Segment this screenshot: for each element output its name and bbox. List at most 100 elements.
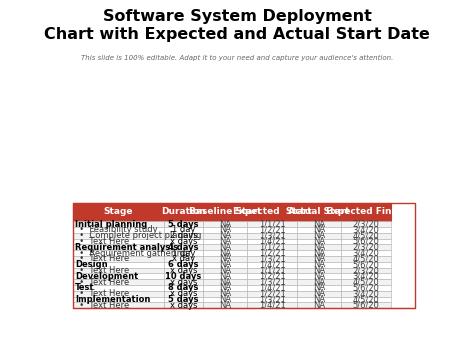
Bar [247, 250, 297, 256]
Text: •  Text Here: • Text Here [74, 266, 129, 275]
Bar [73, 221, 164, 227]
Text: 3/4/20: 3/4/20 [353, 248, 380, 258]
Text: NA: NA [219, 278, 231, 286]
Text: 3/4/20: 3/4/20 [353, 289, 380, 298]
Bar [341, 221, 391, 227]
Text: This slide is 100% editable. Adapt it to your need and capture your audience's a: This slide is 100% editable. Adapt it to… [81, 55, 393, 61]
Bar [203, 291, 247, 297]
Bar [297, 297, 341, 302]
Text: x days: x days [170, 266, 197, 275]
Text: Baseline Start: Baseline Start [189, 207, 262, 216]
Text: 1/2/21: 1/2/21 [259, 248, 286, 258]
Bar [164, 285, 203, 291]
Text: NA: NA [219, 225, 231, 234]
Text: NA: NA [219, 289, 231, 298]
Text: NA: NA [313, 231, 325, 240]
Text: NA: NA [313, 278, 325, 286]
Bar [341, 285, 391, 291]
Text: NA: NA [219, 272, 231, 281]
Text: 1 day: 1 day [172, 225, 195, 234]
Bar [203, 244, 247, 250]
Bar [247, 279, 297, 285]
Text: 1/3/21: 1/3/21 [259, 278, 286, 286]
Text: 5/6/20: 5/6/20 [353, 283, 380, 293]
Bar [341, 302, 391, 308]
Bar [341, 244, 391, 250]
Bar [341, 250, 391, 256]
Bar [164, 202, 203, 221]
Text: Stage: Stage [104, 207, 133, 216]
Text: 3/4/20: 3/4/20 [353, 225, 380, 234]
Bar [297, 202, 341, 221]
Bar [203, 302, 247, 308]
Bar [341, 227, 391, 233]
Text: Development: Development [75, 272, 138, 281]
Text: 1 day: 1 day [172, 248, 195, 258]
Bar [297, 279, 341, 285]
Bar [203, 227, 247, 233]
Text: x days: x days [170, 278, 197, 286]
Text: NA: NA [219, 248, 231, 258]
Text: NA: NA [219, 266, 231, 275]
Text: •  Text Here: • Text Here [74, 255, 129, 263]
Text: NA: NA [219, 301, 231, 310]
Bar [164, 279, 203, 285]
Bar [73, 250, 164, 256]
Bar [164, 273, 203, 279]
Bar [297, 256, 341, 262]
Text: 1/1/21: 1/1/21 [259, 266, 286, 275]
Bar [164, 256, 203, 262]
Text: NA: NA [219, 219, 231, 229]
Bar [203, 250, 247, 256]
Text: 1/3/21: 1/3/21 [259, 295, 286, 304]
Bar [73, 244, 164, 250]
Bar [297, 244, 341, 250]
Bar [203, 273, 247, 279]
Bar [73, 285, 164, 291]
Bar [247, 291, 297, 297]
Bar [297, 285, 341, 291]
Text: NA: NA [313, 283, 325, 293]
Bar [73, 256, 164, 262]
Text: NA: NA [219, 295, 231, 304]
Text: NA: NA [219, 283, 231, 293]
Bar [203, 233, 247, 239]
Text: NA: NA [313, 225, 325, 234]
Bar [164, 233, 203, 239]
Text: 6 days: 6 days [168, 260, 199, 269]
Bar [164, 291, 203, 297]
Bar [297, 262, 341, 268]
Text: 5/6/20: 5/6/20 [353, 301, 380, 310]
Text: NA: NA [313, 289, 325, 298]
Bar [297, 221, 341, 227]
Text: 4/5/20: 4/5/20 [353, 231, 380, 240]
Bar [247, 233, 297, 239]
Text: 5 days: 5 days [168, 219, 199, 229]
Text: •  Complete project planning: • Complete project planning [74, 231, 201, 240]
Bar [203, 256, 247, 262]
Bar [73, 297, 164, 302]
Text: 1/2/21: 1/2/21 [259, 272, 286, 281]
Text: 3/4/20: 3/4/20 [353, 272, 380, 281]
Text: NA: NA [313, 243, 325, 252]
Bar [247, 302, 297, 308]
Bar [73, 233, 164, 239]
Text: Requirement analysis: Requirement analysis [75, 243, 178, 252]
Text: NA: NA [313, 219, 325, 229]
Text: NA: NA [219, 243, 231, 252]
Bar [247, 227, 297, 233]
Bar [247, 239, 297, 244]
Bar [341, 233, 391, 239]
Text: 4/5/20: 4/5/20 [353, 295, 380, 304]
Text: 5/6/20: 5/6/20 [353, 237, 380, 246]
Bar [297, 233, 341, 239]
Bar [164, 227, 203, 233]
Text: x days: x days [170, 289, 197, 298]
Bar [164, 239, 203, 244]
Bar [203, 239, 247, 244]
Bar [164, 297, 203, 302]
Bar [297, 302, 341, 308]
Bar [203, 262, 247, 268]
Bar [247, 244, 297, 250]
Bar [73, 273, 164, 279]
